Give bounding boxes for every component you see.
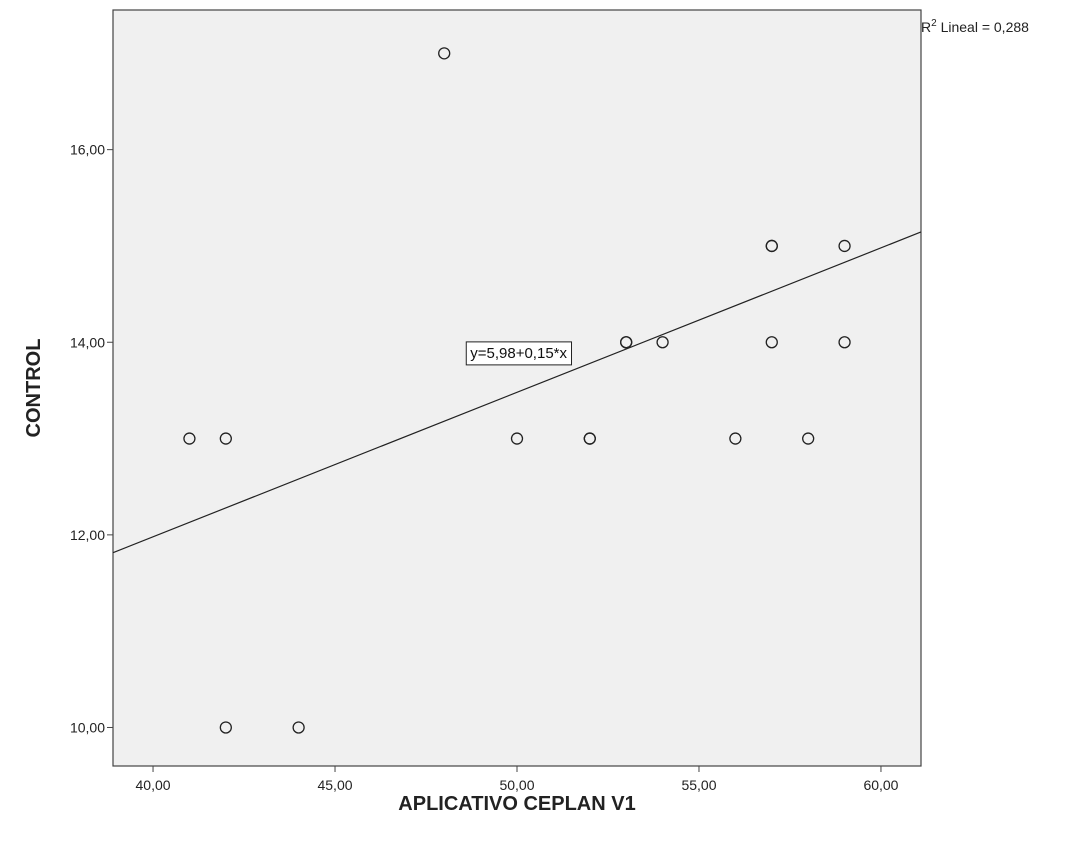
y-tick-label: 16,00 — [70, 142, 105, 158]
equation-label-box: y=5,98+0,15*x — [465, 341, 573, 366]
data-point — [183, 432, 196, 445]
points-group — [183, 47, 851, 734]
data-point — [620, 336, 633, 349]
x-axis: 40,00 45,00 50,00 55,00 60,00 — [136, 766, 899, 793]
r-squared-prefix: R — [921, 19, 931, 35]
r-squared-value: Lineal = 0,288 — [937, 19, 1029, 35]
data-point — [656, 336, 669, 349]
y-tick-label: 14,00 — [70, 334, 105, 350]
y-axis: 10,00 12,00 14,00 16,00 — [70, 142, 113, 735]
data-point — [292, 721, 305, 734]
y-axis-title: CONTROL — [23, 339, 45, 438]
fit-line-group — [112, 231, 922, 554]
data-point — [438, 47, 451, 60]
data-point — [802, 432, 815, 445]
x-tick-label: 60,00 — [863, 777, 898, 793]
data-point — [765, 239, 778, 253]
equation-label-frame — [465, 341, 573, 366]
x-tick-label: 45,00 — [317, 777, 352, 793]
x-tick-label: 55,00 — [681, 777, 716, 793]
x-tick-label: 40,00 — [136, 777, 171, 793]
r-squared-superscript: 2 — [931, 18, 937, 29]
x-tick-label: 50,00 — [499, 777, 534, 793]
data-point — [219, 721, 232, 734]
x-axis-title: APLICATIVO CEPLAN V1 — [398, 793, 635, 815]
data-point — [729, 432, 742, 445]
r-squared-label: R2 Lineal = 0,288 — [921, 18, 1029, 35]
data-point — [838, 239, 851, 253]
regression-line — [112, 231, 922, 554]
data-point — [510, 432, 524, 445]
data-point — [838, 336, 851, 349]
y-tick-label: 12,00 — [70, 527, 105, 543]
data-point — [583, 432, 596, 445]
plot-area — [112, 9, 922, 767]
equation-label: y=5,98+0,15*x — [470, 345, 567, 362]
data-point — [765, 336, 778, 349]
data-point — [219, 432, 232, 445]
y-tick-label: 10,00 — [70, 719, 105, 735]
